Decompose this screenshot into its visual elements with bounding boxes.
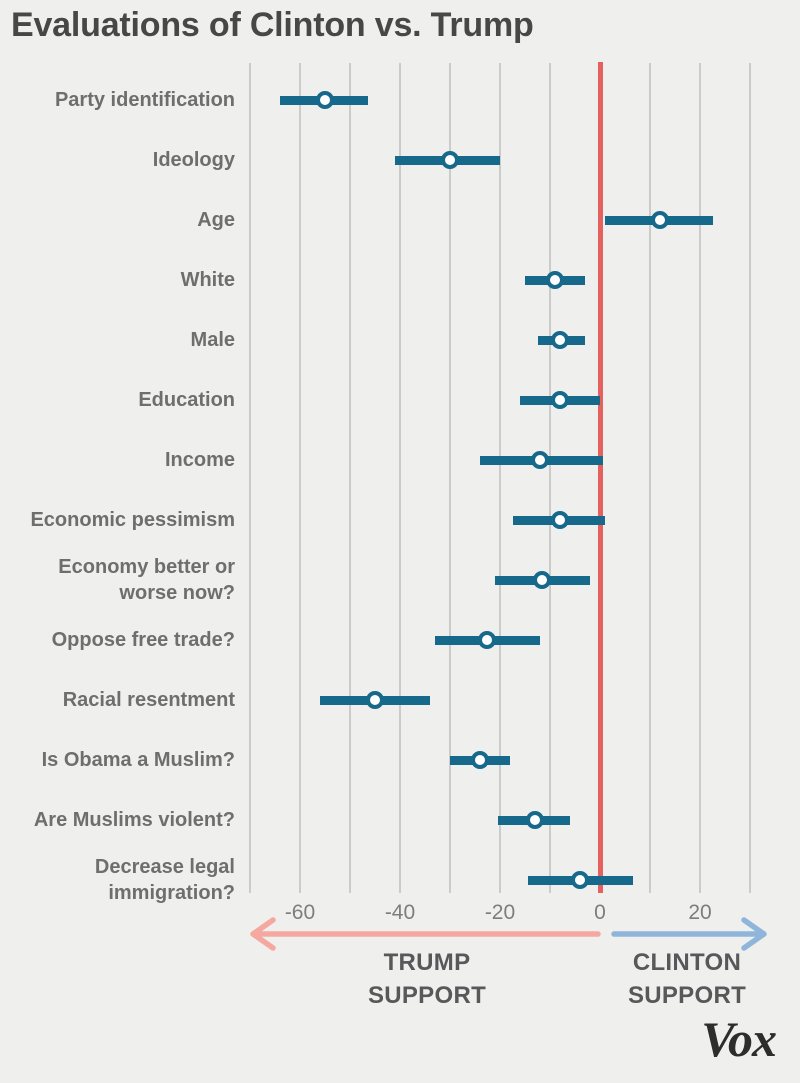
- clinton-arrow: [611, 917, 767, 951]
- estimate-dot: [570, 870, 589, 889]
- estimate-dot: [440, 150, 459, 169]
- gridline: [249, 63, 251, 893]
- chart-title: Evaluations of Clinton vs. Trump: [11, 6, 534, 44]
- zero-reference-line: [597, 62, 603, 893]
- x-axis-tick-label: -60: [284, 901, 316, 924]
- estimate-dot: [365, 690, 384, 709]
- gridline: [749, 63, 751, 893]
- clinton-support-label: CLINTON SUPPORT: [627, 949, 747, 1010]
- gridline: [499, 63, 501, 893]
- gridline: [349, 63, 351, 893]
- gridline: [699, 63, 701, 893]
- x-axis-tick-label: -40: [384, 901, 416, 924]
- trump-arrow: [250, 917, 601, 951]
- estimate-dot: [315, 90, 334, 109]
- support-direction-arrows: [250, 917, 767, 951]
- category-label: Income: [164, 449, 235, 471]
- category-label: White: [180, 269, 235, 291]
- category-label: Racial resentment: [62, 689, 235, 711]
- category-label: Economy better or worse now?: [58, 556, 235, 604]
- estimate-dot: [470, 750, 489, 769]
- category-label: Party identification: [54, 89, 235, 111]
- estimate-dot: [530, 450, 549, 469]
- category-label: Oppose free trade?: [51, 629, 235, 651]
- estimate-dot: [550, 510, 569, 529]
- estimate-dot: [525, 810, 544, 829]
- category-label: Age: [197, 209, 235, 231]
- category-label: Decrease legal immigration?: [94, 856, 235, 904]
- category-label: Education: [138, 389, 235, 411]
- estimate-dot: [550, 330, 569, 349]
- gridline: [449, 63, 451, 893]
- category-label: Is Obama a Muslim?: [41, 749, 235, 771]
- category-label: Are Muslims violent?: [33, 809, 235, 831]
- x-axis-tick-label: 20: [688, 901, 712, 924]
- estimate-dot: [550, 390, 569, 409]
- estimate-dot: [533, 570, 551, 589]
- category-label: Ideology: [152, 149, 235, 171]
- estimate-dot: [478, 630, 496, 649]
- category-label: Male: [190, 329, 235, 351]
- gridline: [649, 63, 651, 893]
- gridline: [399, 63, 401, 893]
- gridline: [299, 63, 301, 893]
- gridline: [549, 63, 551, 893]
- vox-logo: Vox: [701, 1011, 777, 1067]
- estimate-dot: [545, 270, 564, 289]
- category-label: Economic pessimism: [30, 509, 235, 531]
- x-axis-tick-label: -20: [484, 901, 516, 924]
- x-axis-tick-label: 0: [594, 901, 606, 924]
- trump-support-label: TRUMP SUPPORT: [367, 949, 487, 1010]
- estimate-dot: [650, 210, 669, 229]
